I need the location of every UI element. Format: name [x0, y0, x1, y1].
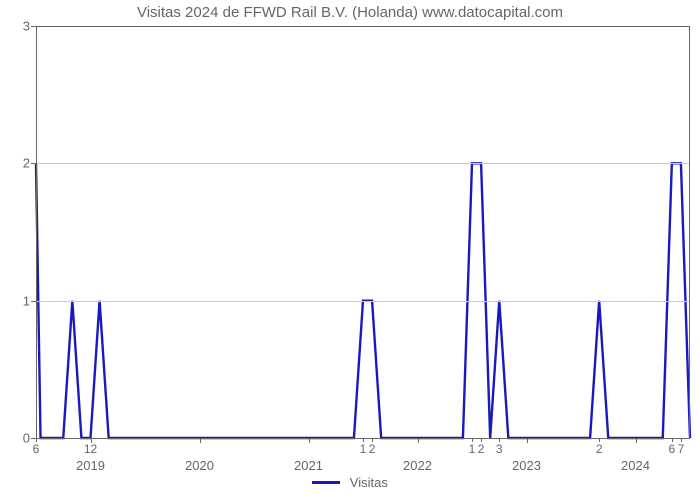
chart-container: Visitas 2024 de FFWD Rail B.V. (Holanda)… — [0, 0, 700, 500]
x-tick-major-label: 2021 — [294, 438, 323, 473]
x-tick-mark — [200, 438, 201, 443]
x-tick-mark — [372, 438, 373, 442]
chart-legend: Visitas — [0, 474, 700, 490]
x-tick-mark — [672, 438, 673, 442]
grid-line — [36, 301, 690, 302]
chart-title: Visitas 2024 de FFWD Rail B.V. (Holanda)… — [0, 4, 700, 21]
x-tick-mark — [363, 438, 364, 442]
x-tick-mark — [472, 438, 473, 442]
grid-line — [36, 163, 690, 164]
x-tick-major-label: 2024 — [621, 438, 650, 473]
x-tick-mark — [681, 438, 682, 442]
x-tick-major-label: 2023 — [512, 438, 541, 473]
x-tick-mark — [599, 438, 600, 442]
legend-swatch — [312, 481, 340, 484]
visits-series-line — [36, 26, 690, 438]
axis-frame — [36, 26, 690, 27]
x-tick-mark — [36, 438, 37, 442]
x-tick-mark — [527, 438, 528, 443]
x-tick-mark — [418, 438, 419, 443]
x-tick-mark — [499, 438, 500, 442]
x-tick-mark — [309, 438, 310, 443]
x-tick-mark — [91, 438, 92, 442]
plot-area: 012320192020202120222023202461212123267 — [36, 26, 690, 438]
axis-frame — [36, 26, 37, 438]
x-tick-major-label: 2022 — [403, 438, 432, 473]
axis-frame — [689, 26, 690, 438]
legend-label: Visitas — [350, 475, 388, 490]
x-tick-mark — [636, 438, 637, 443]
x-tick-mark — [481, 438, 482, 442]
x-tick-major-label: 2020 — [185, 438, 214, 473]
